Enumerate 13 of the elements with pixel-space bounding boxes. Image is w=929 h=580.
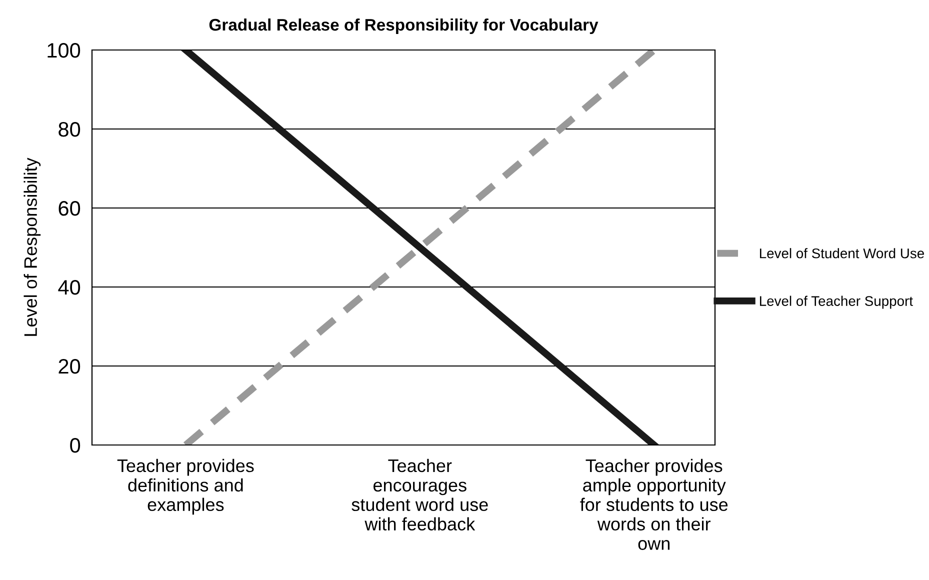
legend-label: Level of Student Word Use (760, 248, 924, 258)
y-tick-label: 0 (70, 438, 80, 453)
chart-title: Gradual Release of Responsibility for Vocabulary (209, 18, 598, 34)
y-tick-label: 40 (58, 280, 80, 295)
x-tick-label: Teacher provides definitions and examples (117, 458, 254, 515)
y-tick-label: 20 (58, 359, 80, 374)
x-tick-label: Teacher encourages student word use with feedback (352, 458, 488, 530)
legend-label: Level of Teacher Support (760, 296, 913, 309)
y-axis-title: Level of Responsibility (24, 158, 41, 336)
y-tick-label: 60 (58, 201, 80, 216)
y-tick-label: 100 (48, 43, 80, 58)
x-tick-label: Teacher provides ample opportunity for students to use words on their own (580, 458, 728, 550)
y-tick-label: 80 (58, 122, 80, 137)
